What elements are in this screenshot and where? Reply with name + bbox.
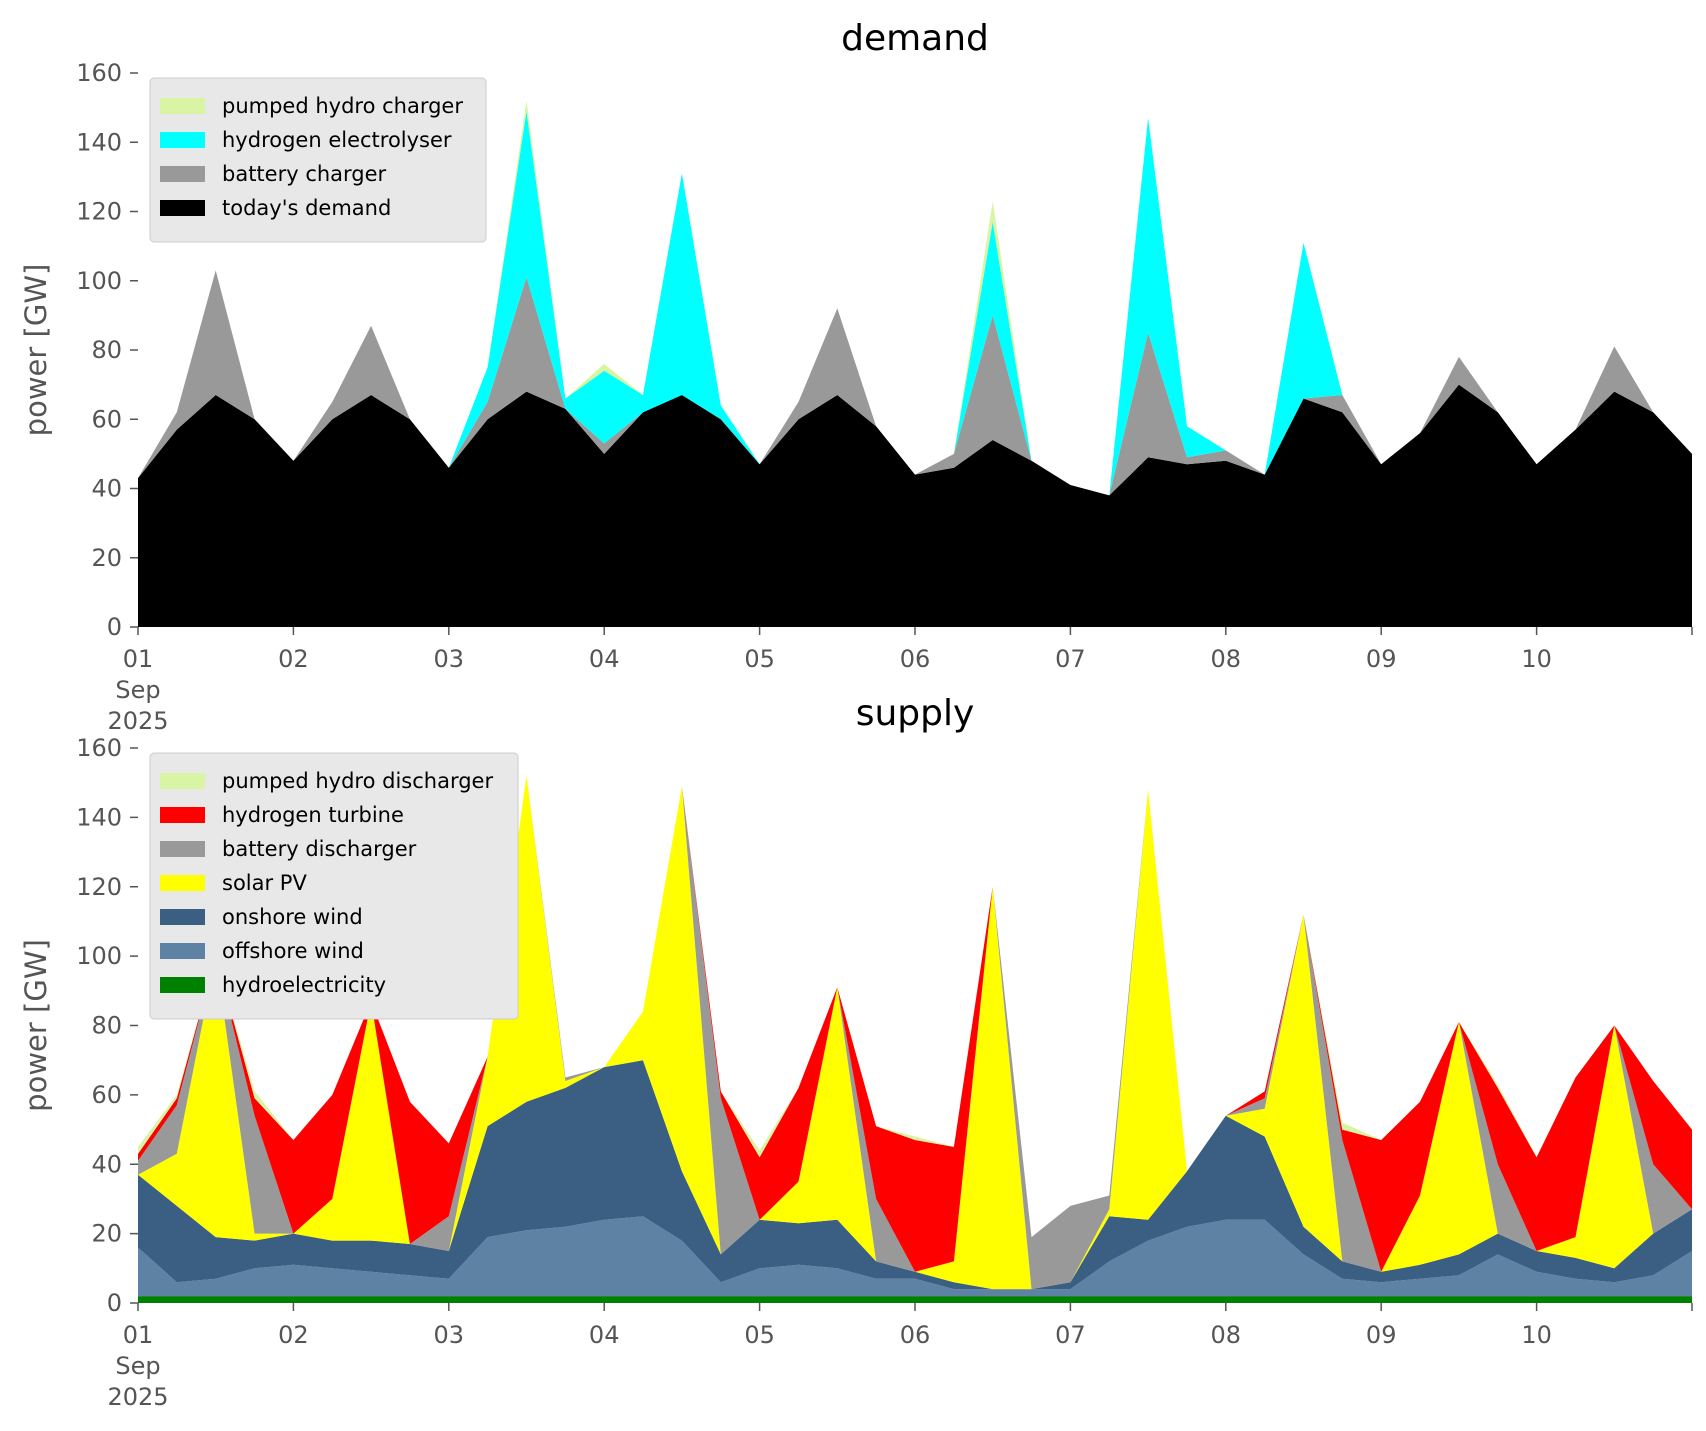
demand-areas xyxy=(138,100,1692,627)
legend-swatch-battery-charger xyxy=(160,166,205,182)
legend-label-hydrogen-turbine: hydrogen turbine xyxy=(222,803,404,827)
x-tick-label: 10 xyxy=(1521,1321,1552,1349)
supply-areas xyxy=(138,775,1692,1303)
legend-label-today-s-demand: today's demand xyxy=(222,196,391,220)
y-tick-label: 0 xyxy=(107,1289,122,1317)
y-tick-label: 80 xyxy=(91,1012,122,1040)
y-tick-label: 140 xyxy=(76,128,122,156)
y-tick-label: 100 xyxy=(76,267,122,295)
area-hydrogen-turbine xyxy=(138,775,1692,1272)
legend-box xyxy=(149,752,519,1020)
supply-panel: 0 20 40 60 80 100 120 140 160 01 Sep 2025 02 03 04 05 06… xyxy=(19,693,1693,1411)
x-tick-label: 08 xyxy=(1211,645,1242,673)
legend-swatch-pumped-hydro-charger xyxy=(160,98,205,114)
legend-label-hydrogen-electrolyser: hydrogen electrolyser xyxy=(222,128,452,152)
area-offshore-wind xyxy=(138,1216,1692,1297)
legend-swatch-onshore-wind xyxy=(160,909,205,925)
legend-swatch-battery-discharger xyxy=(160,841,205,857)
area-hydrogen-electrolyser xyxy=(138,111,1692,496)
y-tick-label: 120 xyxy=(76,873,122,901)
legend-label-solar-pv: solar PV xyxy=(222,871,307,895)
chart-title: demand xyxy=(841,18,989,59)
x-tick-label: 05 xyxy=(744,1321,775,1349)
x-tick-label: 01 xyxy=(123,1321,154,1349)
x-tick-label: Sep xyxy=(115,1352,160,1380)
x-tick-label: 02 xyxy=(278,1321,309,1349)
y-tick-label: 80 xyxy=(91,336,122,364)
supply-x-axis: 01 Sep 2025 02 03 04 05 06 07 08 09 10 xyxy=(107,1303,1693,1411)
demand-panel: 0 20 40 60 80 100 120 140 160 01 Sep 2025 02 03 04 05 06… xyxy=(19,18,1693,735)
x-tick-label: 09 xyxy=(1366,645,1397,673)
x-tick-label: 04 xyxy=(589,1321,620,1349)
y-tick-label: 60 xyxy=(91,1081,122,1109)
legend-label-pumped-hydro-charger: pumped hydro charger xyxy=(222,94,463,118)
chart-title: supply xyxy=(856,693,975,734)
legend-swatch-offshore-wind xyxy=(160,943,205,959)
demand-y-axis: 0 20 40 60 80 100 120 140 160 xyxy=(76,59,138,641)
y-tick-label: 60 xyxy=(91,405,122,433)
x-tick-label: 07 xyxy=(1055,1321,1086,1349)
y-tick-label: 20 xyxy=(91,1220,122,1248)
area-today-s-demand xyxy=(138,384,1692,627)
x-tick-label: 07 xyxy=(1055,645,1086,673)
x-tick-label: 04 xyxy=(589,645,620,673)
legend-label-battery-discharger: battery discharger xyxy=(222,837,417,861)
y-tick-label: 140 xyxy=(76,803,122,831)
x-tick-label: 02 xyxy=(278,645,309,673)
area-onshore-wind xyxy=(138,1060,1692,1290)
x-tick-label: 03 xyxy=(434,645,465,673)
legend-label-offshore-wind: offshore wind xyxy=(222,939,364,963)
legend-label-battery-charger: battery charger xyxy=(222,162,387,186)
y-tick-label: 100 xyxy=(76,942,122,970)
area-hydroelectricity xyxy=(138,1296,1692,1303)
y-tick-label: 20 xyxy=(91,544,122,572)
legend-swatch-solar-pv xyxy=(160,875,205,891)
demand-x-axis: 01 Sep 2025 02 03 04 05 06 07 08 09 10 xyxy=(107,627,1693,735)
legend-label-onshore-wind: onshore wind xyxy=(222,905,363,929)
x-tick-label: 08 xyxy=(1211,1321,1242,1349)
area-battery-charger xyxy=(138,270,1692,496)
y-tick-label: 40 xyxy=(91,475,122,503)
x-tick-label: 09 xyxy=(1366,1321,1397,1349)
x-tick-label: Sep xyxy=(115,676,160,704)
supply-y-axis: 0 20 40 60 80 100 120 140 160 xyxy=(76,734,138,1317)
y-tick-label: 120 xyxy=(76,198,122,226)
legend-box xyxy=(149,77,487,243)
x-tick-label: 06 xyxy=(900,645,931,673)
y-tick-label: 160 xyxy=(76,59,122,87)
legend-swatch-today-s-demand xyxy=(160,200,205,216)
legend-swatch-hydrogen-turbine xyxy=(160,807,205,823)
area-solar-pv xyxy=(138,775,1692,1290)
x-tick-label: 2025 xyxy=(107,1383,168,1411)
legend-label-pumped-hydro-discharger: pumped hydro discharger xyxy=(222,769,493,793)
x-tick-label: 10 xyxy=(1521,645,1552,673)
y-axis-label: power [GW] xyxy=(19,264,53,437)
y-tick-label: 160 xyxy=(76,734,122,762)
legend-swatch-hydrogen-electrolyser xyxy=(160,132,205,148)
y-tick-label: 0 xyxy=(107,613,122,641)
x-tick-label: 01 xyxy=(123,645,154,673)
demand-legend: pumped hydro charger hydrogen electrolyse… xyxy=(149,77,487,243)
y-tick-label: 40 xyxy=(91,1150,122,1178)
x-tick-label: 06 xyxy=(900,1321,931,1349)
x-tick-label: 2025 xyxy=(107,707,168,735)
legend-swatch-pumped-hydro-discharger xyxy=(160,773,205,789)
legend-swatch-hydroelectricity xyxy=(160,977,205,993)
y-axis-label: power [GW] xyxy=(19,939,53,1112)
supply-legend: pumped hydro discharger hydrogen turbine b… xyxy=(149,752,519,1020)
x-tick-label: 05 xyxy=(744,645,775,673)
x-tick-label: 03 xyxy=(434,1321,465,1349)
legend-label-hydroelectricity: hydroelectricity xyxy=(222,973,386,997)
